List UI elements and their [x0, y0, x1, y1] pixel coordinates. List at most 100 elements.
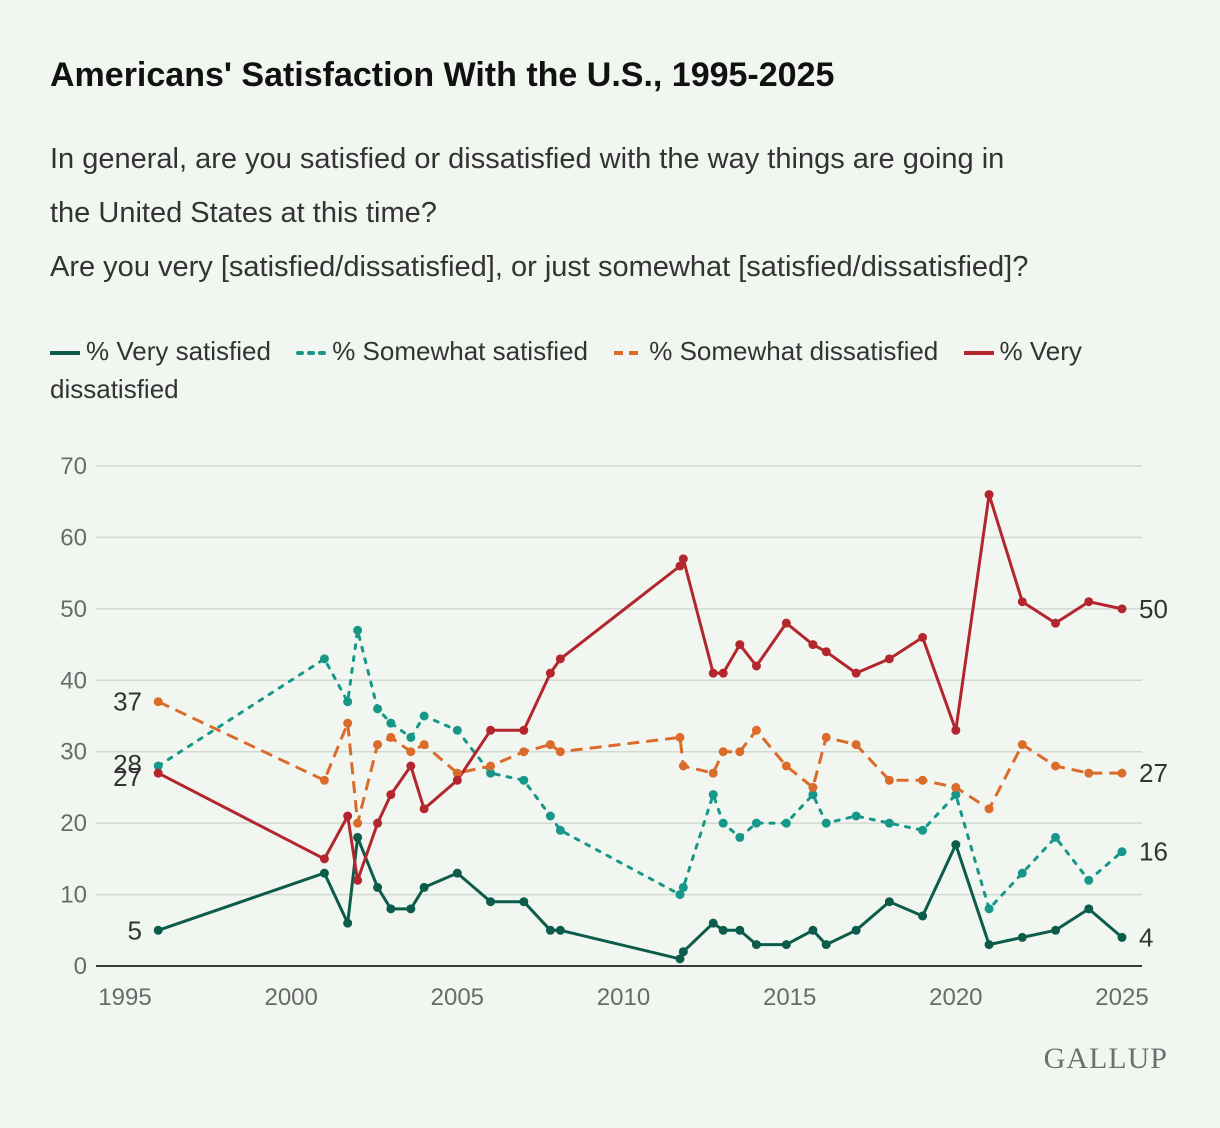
- data-point-somewhat-satisfied: [781, 818, 791, 828]
- legend-swatch-somewhat-satisfied: [296, 351, 327, 356]
- data-point-very-satisfied: [153, 925, 163, 935]
- data-point-somewhat-dissatisfied: [675, 732, 685, 742]
- start-value-label-somewhat-satisfied: 28: [113, 749, 142, 779]
- legend-item-very-satisfied: % Very satisfied: [50, 336, 271, 366]
- data-point-very-dissatisfied: [675, 561, 685, 571]
- data-point-very-satisfied: [555, 925, 565, 935]
- data-point-very-dissatisfied: [735, 640, 745, 650]
- data-point-very-dissatisfied: [419, 804, 429, 814]
- data-point-somewhat-dissatisfied: [735, 747, 745, 757]
- x-tick-label: 2020: [929, 984, 982, 1011]
- data-point-somewhat-dissatisfied: [545, 740, 555, 750]
- end-value-label-somewhat-satisfied: 16: [1139, 837, 1168, 867]
- data-point-somewhat-satisfied: [1084, 875, 1094, 885]
- data-point-very-satisfied: [718, 925, 728, 935]
- data-point-very-satisfied: [1117, 932, 1127, 942]
- data-point-somewhat-satisfied: [1117, 847, 1127, 857]
- data-point-somewhat-dissatisfied: [386, 732, 396, 742]
- data-point-somewhat-dissatisfied: [419, 740, 429, 750]
- data-point-somewhat-satisfied: [1017, 868, 1027, 878]
- data-point-somewhat-dissatisfied: [452, 768, 462, 778]
- chart-grid: [96, 465, 1142, 967]
- x-tick-label: 2005: [431, 984, 484, 1011]
- data-point-somewhat-dissatisfied: [751, 725, 761, 735]
- data-point-somewhat-dissatisfied: [718, 747, 728, 757]
- data-point-somewhat-satisfied: [708, 790, 718, 800]
- data-point-somewhat-satisfied: [555, 825, 565, 835]
- legend-label-very-dissatisfied: % Very dissatisfied: [50, 336, 1082, 404]
- y-tick-label: 10: [60, 882, 87, 909]
- data-point-somewhat-satisfied: [452, 725, 462, 735]
- data-point-very-dissatisfied: [545, 668, 555, 678]
- legend-label-somewhat-satisfied: % Somewhat satisfied: [332, 336, 589, 366]
- data-point-very-dissatisfied: [918, 632, 928, 642]
- data-point-somewhat-satisfied: [545, 811, 555, 821]
- data-point-very-dissatisfied: [353, 875, 363, 885]
- x-tick-label: 2010: [597, 984, 650, 1011]
- series-line-somewhat-dissatisfied: [157, 700, 1122, 825]
- data-point-somewhat-satisfied: [808, 790, 818, 800]
- data-point-somewhat-dissatisfied: [353, 818, 363, 828]
- data-point-very-satisfied: [452, 868, 462, 878]
- data-point-very-satisfied: [319, 868, 329, 878]
- data-point-somewhat-satisfied: [951, 790, 961, 800]
- data-point-somewhat-dissatisfied: [708, 768, 718, 778]
- data-point-somewhat-satisfied: [678, 882, 688, 892]
- data-point-somewhat-satisfied: [373, 704, 383, 714]
- y-tick-label: 70: [60, 453, 87, 480]
- x-tick-label: 2025: [1095, 984, 1148, 1011]
- data-point-somewhat-satisfied: [353, 625, 363, 635]
- data-point-very-dissatisfied: [951, 725, 961, 735]
- data-point-very-satisfied: [373, 882, 383, 892]
- data-point-very-satisfied: [675, 954, 685, 964]
- data-point-very-dissatisfied: [452, 775, 462, 785]
- data-point-somewhat-satisfied: [386, 718, 396, 728]
- y-tick-label: 40: [60, 667, 87, 694]
- data-point-somewhat-dissatisfied: [884, 775, 894, 785]
- y-tick-label: 60: [60, 524, 87, 551]
- series-line-very-satisfied: [156, 835, 1124, 961]
- data-point-very-dissatisfied: [751, 661, 761, 671]
- data-point-very-satisfied: [751, 940, 761, 950]
- data-point-somewhat-satisfied: [519, 775, 529, 785]
- data-point-very-satisfied: [918, 911, 928, 921]
- end-value-label-very-satisfied: 4: [1139, 922, 1153, 952]
- data-point-somewhat-dissatisfied: [821, 732, 831, 742]
- data-point-very-dissatisfied: [781, 618, 791, 628]
- data-point-somewhat-dissatisfied: [406, 747, 416, 757]
- start-value-label-somewhat-dissatisfied: 37: [113, 687, 142, 717]
- data-point-somewhat-satisfied: [319, 654, 329, 664]
- data-point-somewhat-dissatisfied: [1084, 768, 1094, 778]
- data-point-very-dissatisfied: [678, 554, 688, 564]
- data-point-very-dissatisfied: [319, 854, 329, 864]
- data-point-very-satisfied: [386, 904, 396, 914]
- data-point-very-satisfied: [519, 897, 529, 907]
- data-point-very-dissatisfied: [386, 790, 396, 800]
- data-point-very-satisfied: [781, 940, 791, 950]
- start-value-label-very-dissatisfied: 27: [113, 762, 142, 792]
- data-point-very-dissatisfied: [821, 647, 831, 657]
- data-point-very-satisfied: [708, 918, 718, 928]
- legend-swatch-very-satisfied: [50, 351, 80, 356]
- data-point-somewhat-satisfied: [675, 890, 685, 900]
- data-point-somewhat-dissatisfied: [555, 747, 565, 757]
- y-tick-label: 20: [60, 810, 87, 837]
- data-point-somewhat-dissatisfied: [153, 697, 163, 707]
- data-point-very-satisfied: [984, 940, 994, 950]
- data-point-very-satisfied: [821, 940, 831, 950]
- data-point-very-satisfied: [486, 897, 496, 907]
- subtitle-line: Are you very [satisfied/dissatisfied], o…: [50, 251, 1029, 283]
- data-point-very-dissatisfied: [708, 668, 718, 678]
- data-point-somewhat-dissatisfied: [1051, 761, 1061, 771]
- data-point-somewhat-satisfied: [918, 825, 928, 835]
- data-point-very-satisfied: [343, 918, 353, 928]
- legend-swatch-somewhat-dissatisfied: [614, 351, 643, 356]
- data-point-somewhat-dissatisfied: [918, 775, 928, 785]
- chart-axis-labels: 0 10 20 30 40 50 60 70 1995 2000 2005 2010 2015 2020 2…: [60, 453, 1148, 1011]
- data-point-very-dissatisfied: [1051, 618, 1061, 628]
- legend-label-somewhat-dissatisfied: % Somewhat dissatisfied: [649, 336, 939, 366]
- data-point-somewhat-satisfied: [735, 832, 745, 842]
- data-point-somewhat-satisfied: [419, 711, 429, 721]
- data-point-very-satisfied: [1051, 925, 1061, 935]
- legend-item-somewhat-dissatisfied: % Somewhat dissatisfied: [613, 336, 938, 366]
